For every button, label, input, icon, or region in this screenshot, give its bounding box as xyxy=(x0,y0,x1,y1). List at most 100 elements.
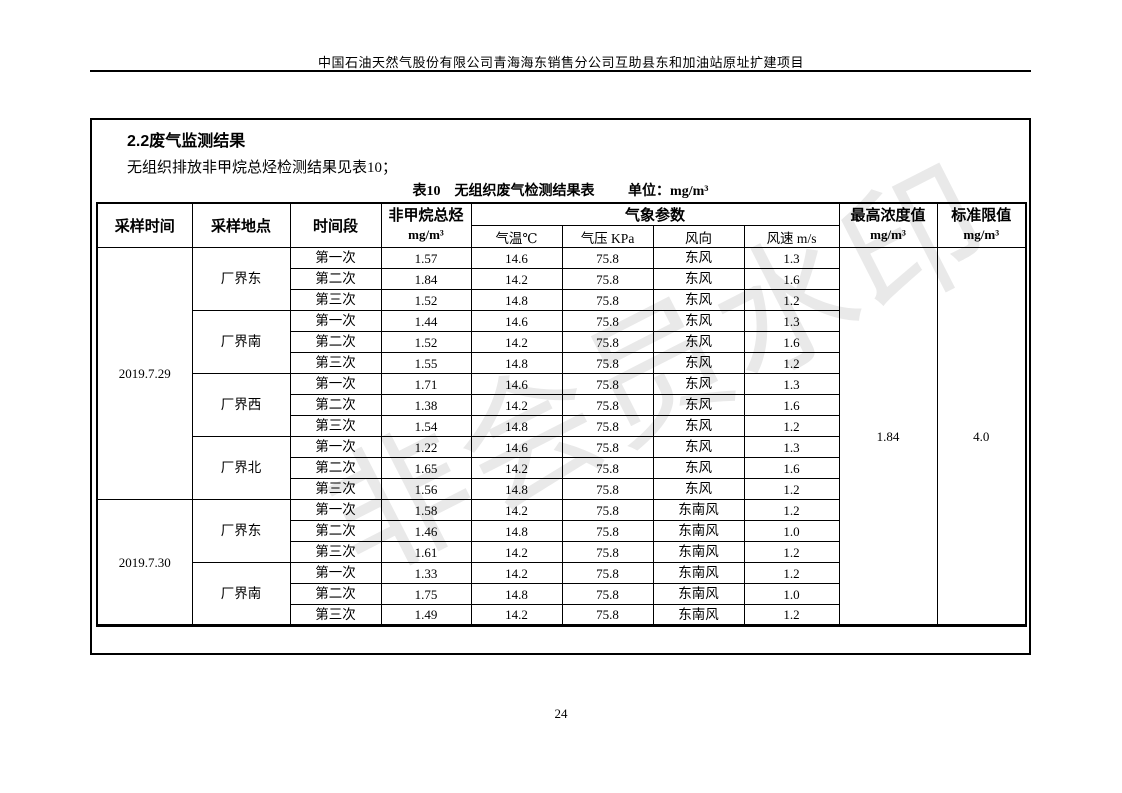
temperature-cell: 14.8 xyxy=(470,478,563,500)
nmhc-value-cell: 1.58 xyxy=(380,499,472,521)
pressure-cell: 75.8 xyxy=(561,247,654,269)
sampling-date-cell: 2019.7.29 xyxy=(96,247,193,500)
temperature-cell: 14.8 xyxy=(470,352,563,374)
wind-direction-cell: 东南风 xyxy=(652,520,745,542)
sampling-period-cell: 第三次 xyxy=(289,478,382,500)
wind-speed-cell: 1.2 xyxy=(743,562,840,584)
pressure-cell: 75.8 xyxy=(561,457,654,479)
pressure-cell: 75.8 xyxy=(561,541,654,563)
nmhc-value-cell: 1.49 xyxy=(380,604,472,626)
col-header-wind-direction: 风向 xyxy=(652,225,745,248)
col-header-standard-limit-line1: 标准限值 xyxy=(951,208,1012,225)
pressure-cell: 75.8 xyxy=(561,436,654,458)
wind-speed-cell: 1.6 xyxy=(743,268,840,290)
nmhc-value-cell: 1.54 xyxy=(380,415,472,437)
temperature-cell: 14.6 xyxy=(470,310,563,332)
table-row: 第二次 1.65 14.2 75.8 东风 1.6 xyxy=(97,457,1026,479)
content-box: 2.2废气监测结果 无组织排放非甲烷总烃检测结果见表10； 表10 无组织废气检… xyxy=(90,118,1031,655)
wind-speed-cell: 1.6 xyxy=(743,331,840,353)
col-header-max-concentration: 最高浓度值 mg/m³ xyxy=(838,202,938,248)
table-title: 表10 无组织废气检测结果表 单位：mg/m³ xyxy=(92,180,1029,200)
wind-direction-cell: 东南风 xyxy=(652,541,745,563)
table-row: 厂界南 第一次 1.33 14.2 75.8 东南风 1.2 xyxy=(97,562,1026,626)
temperature-cell: 14.2 xyxy=(470,268,563,290)
nmhc-value-cell: 1.44 xyxy=(380,310,472,332)
pressure-cell: 75.8 xyxy=(561,310,654,332)
location-cell: 厂界南 xyxy=(191,562,291,626)
temperature-cell: 14.2 xyxy=(470,562,563,584)
nmhc-value-cell: 1.46 xyxy=(380,520,472,542)
col-header-max-concentration-line2: mg/m³ xyxy=(870,226,906,242)
table-unit-label: 单位：mg/m³ xyxy=(628,184,709,199)
sampling-date-cell: 2019.7.30 xyxy=(96,499,193,626)
sampling-period-cell: 第一次 xyxy=(289,499,382,521)
pressure-cell: 75.8 xyxy=(561,478,654,500)
nmhc-value-cell: 1.71 xyxy=(380,373,472,395)
temperature-cell: 14.6 xyxy=(470,373,563,395)
location-cell: 厂界北 xyxy=(191,436,291,500)
pressure-cell: 75.8 xyxy=(561,268,654,290)
wind-speed-cell: 1.3 xyxy=(743,373,840,395)
pressure-cell: 75.8 xyxy=(561,352,654,374)
header-rule xyxy=(90,70,1031,72)
wind-direction-cell: 东风 xyxy=(652,436,745,458)
wind-direction-cell: 东风 xyxy=(652,310,745,332)
col-header-temperature: 气温℃ xyxy=(470,225,563,248)
nmhc-value-cell: 1.56 xyxy=(380,478,472,500)
col-header-weather-params: 气象参数 xyxy=(470,202,840,226)
pressure-cell: 75.8 xyxy=(561,415,654,437)
sampling-period-cell: 第二次 xyxy=(289,394,382,416)
table-row: 第三次 1.49 14.2 75.8 东南风 1.2 xyxy=(97,604,1026,626)
temperature-cell: 14.8 xyxy=(470,415,563,437)
temperature-cell: 14.8 xyxy=(470,289,563,311)
pressure-cell: 75.8 xyxy=(561,604,654,626)
wind-direction-cell: 东风 xyxy=(652,457,745,479)
temperature-cell: 14.2 xyxy=(470,604,563,626)
wind-speed-cell: 1.2 xyxy=(743,289,840,311)
wind-direction-cell: 东风 xyxy=(652,478,745,500)
sampling-period-cell: 第二次 xyxy=(289,268,382,290)
sampling-period-cell: 第三次 xyxy=(289,541,382,563)
wind-direction-cell: 东风 xyxy=(652,289,745,311)
location-cell: 厂界南 xyxy=(191,310,291,374)
sampling-period-cell: 第三次 xyxy=(289,352,382,374)
wind-speed-cell: 1.6 xyxy=(743,457,840,479)
nmhc-value-cell: 1.52 xyxy=(380,331,472,353)
table-caption: 表10 无组织废气检测结果表 xyxy=(412,184,595,199)
col-header-nmhc-line1: 非甲烷总烃 xyxy=(388,208,464,225)
nmhc-value-cell: 1.33 xyxy=(380,562,472,584)
wind-speed-cell: 1.6 xyxy=(743,394,840,416)
wind-speed-cell: 1.2 xyxy=(743,478,840,500)
pressure-cell: 75.8 xyxy=(561,289,654,311)
temperature-cell: 14.2 xyxy=(470,394,563,416)
table-row: 2019.7.30 厂界东 第一次 1.58 14.2 75.8 东南风 1.2 xyxy=(96,499,1026,626)
section-heading: 2.2废气监测结果 xyxy=(127,133,246,150)
table-row: 厂界北 第一次 1.22 14.6 75.8 东风 1.3 xyxy=(97,436,1026,500)
pressure-cell: 75.8 xyxy=(561,331,654,353)
section-intro: 无组织排放非甲烷总烃检测结果见表10； xyxy=(127,160,398,176)
wind-speed-cell: 1.0 xyxy=(743,520,840,542)
temperature-cell: 14.6 xyxy=(470,247,563,269)
wind-direction-cell: 东南风 xyxy=(652,604,745,626)
wind-direction-cell: 东风 xyxy=(652,352,745,374)
wind-speed-cell: 1.3 xyxy=(743,436,840,458)
nmhc-value-cell: 1.65 xyxy=(380,457,472,479)
standard-limit-cell: 4.0 xyxy=(936,247,1027,626)
wind-direction-cell: 东风 xyxy=(652,247,745,269)
sampling-period-cell: 第二次 xyxy=(289,457,382,479)
location-cell: 厂界东 xyxy=(191,247,291,311)
nmhc-value-cell: 1.75 xyxy=(380,583,472,605)
nmhc-value-cell: 1.55 xyxy=(380,352,472,374)
running-header-title: 中国石油天然气股份有限公司青海海东销售分公司互助县东和加油站原址扩建项目 xyxy=(317,55,804,70)
wind-speed-cell: 1.2 xyxy=(743,541,840,563)
nmhc-value-cell: 1.38 xyxy=(380,394,472,416)
table-row: 第二次 1.52 14.2 75.8 东风 1.6 xyxy=(97,331,1026,353)
wind-direction-cell: 东南风 xyxy=(652,583,745,605)
location-cell: 厂界西 xyxy=(191,373,291,437)
temperature-cell: 14.6 xyxy=(470,436,563,458)
temperature-cell: 14.8 xyxy=(470,583,563,605)
table-row: 第二次 1.84 14.2 75.8 东风 1.6 xyxy=(97,268,1026,290)
pressure-cell: 75.8 xyxy=(561,520,654,542)
col-header-wind-speed: 风速 m/s xyxy=(743,225,840,248)
sampling-period-cell: 第二次 xyxy=(289,520,382,542)
